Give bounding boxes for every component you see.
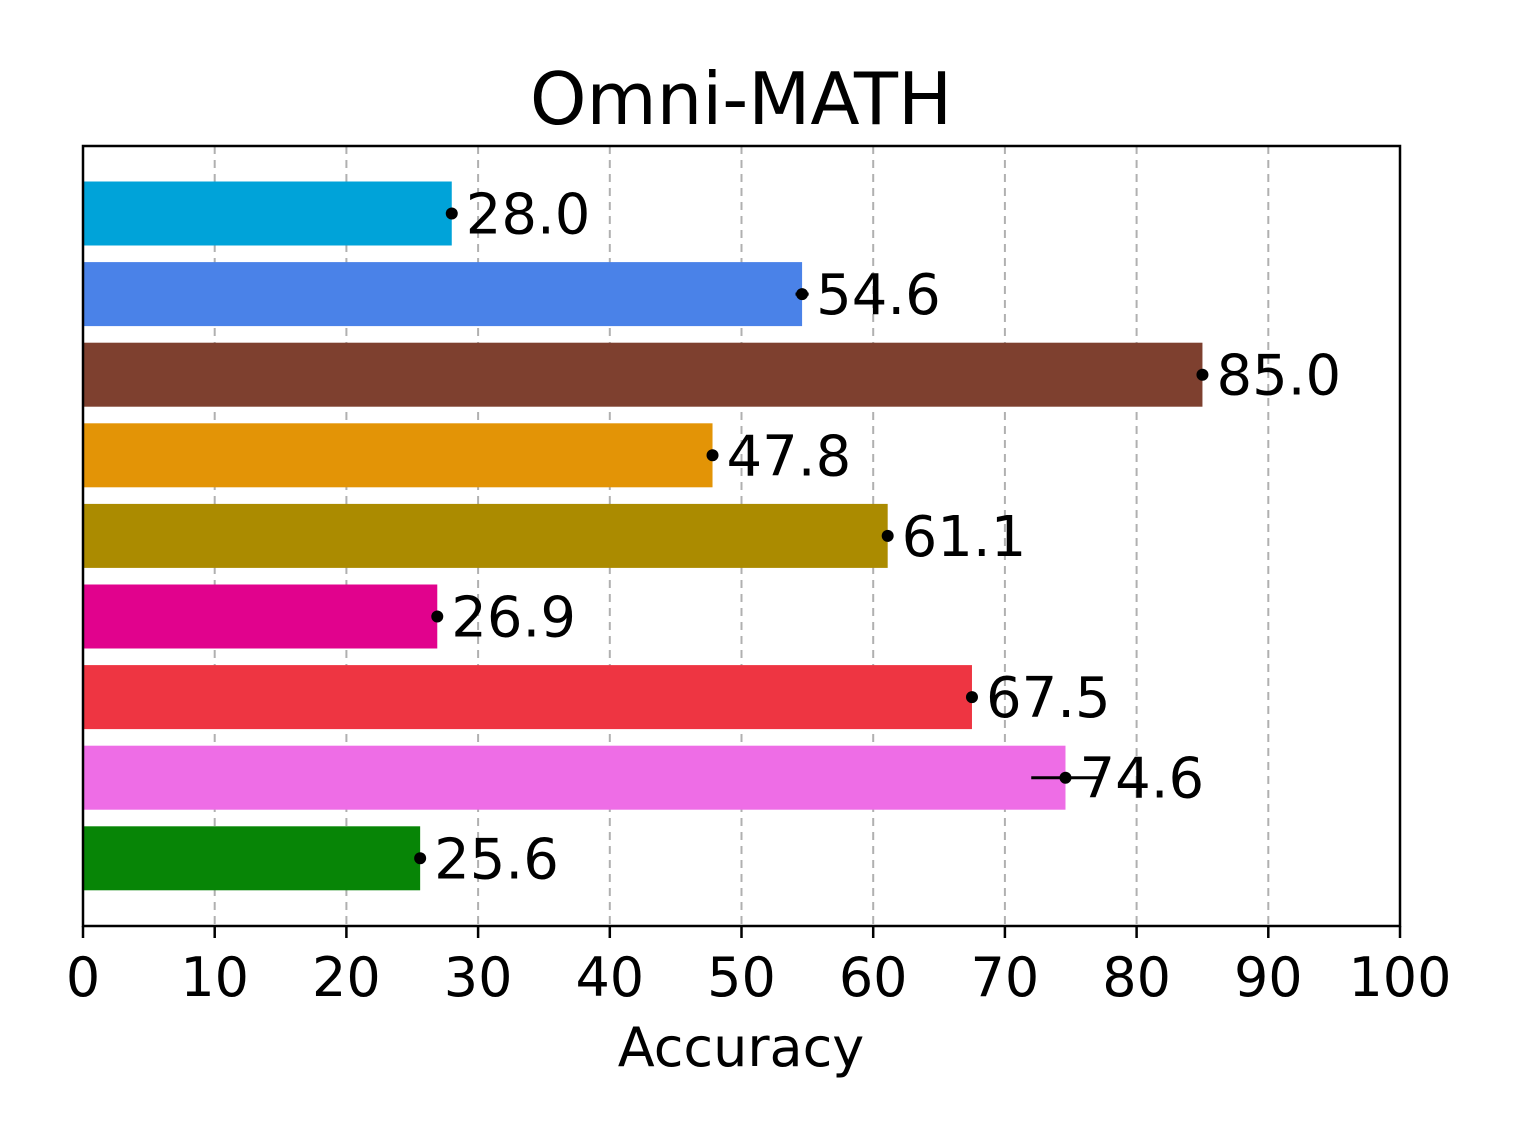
bar-3 <box>83 342 1203 407</box>
mean-marker-4 <box>706 449 719 462</box>
x-tick-label-30: 30 <box>444 946 513 1009</box>
bar-value-label-5: 61.1 <box>902 505 1027 570</box>
x-axis-ticks: 0 10 20 30 40 50 60 70 80 90 100 <box>66 926 1452 1009</box>
bars <box>83 181 1209 891</box>
x-axis-label: Accuracy <box>618 1016 865 1079</box>
bar-9 <box>83 826 421 891</box>
x-tick-label-100: 100 <box>1348 946 1451 1009</box>
x-tick-label-60: 60 <box>839 946 908 1009</box>
chart-title: Omni-MATH <box>530 57 952 141</box>
x-tick-label-40: 40 <box>575 946 644 1009</box>
x-tick-label-0: 0 <box>66 946 100 1009</box>
x-tick-label-80: 80 <box>1102 946 1171 1009</box>
bar-value-label-8: 74.6 <box>1079 747 1204 812</box>
bar-7 <box>83 665 972 730</box>
x-tick-label-10: 10 <box>180 946 249 1009</box>
bar-5 <box>83 503 888 568</box>
bar-value-label-9: 25.6 <box>434 827 559 892</box>
bar-8 <box>83 745 1066 810</box>
bar-value-label-1: 28.0 <box>466 183 591 248</box>
bar-4 <box>83 423 713 488</box>
bar-2 <box>83 262 803 327</box>
x-tick-label-20: 20 <box>312 946 381 1009</box>
bar-value-label-7: 67.5 <box>986 666 1111 731</box>
bar-value-label-6: 26.9 <box>451 586 576 651</box>
bar-value-labels: 28.0 54.6 85.0 47.8 61.1 26.9 67.5 74.6 25.6 <box>434 183 1341 893</box>
mean-marker-9 <box>414 852 427 865</box>
mean-marker-8 <box>1059 771 1072 784</box>
bar-value-label-4: 47.8 <box>727 424 852 489</box>
bar-1 <box>83 181 452 246</box>
mean-marker-6 <box>431 610 444 623</box>
mean-marker-3 <box>1196 368 1209 381</box>
mean-marker-1 <box>445 207 458 220</box>
mean-marker-2 <box>796 288 809 301</box>
bar-value-label-2: 54.6 <box>816 263 941 328</box>
x-tick-label-50: 50 <box>707 946 776 1009</box>
x-tick-label-70: 70 <box>971 946 1040 1009</box>
x-tick-label-90: 90 <box>1234 946 1303 1009</box>
mean-marker-7 <box>965 691 978 704</box>
mean-marker-5 <box>881 529 894 542</box>
bar-6 <box>83 584 438 649</box>
bar-value-label-3: 85.0 <box>1216 344 1341 409</box>
